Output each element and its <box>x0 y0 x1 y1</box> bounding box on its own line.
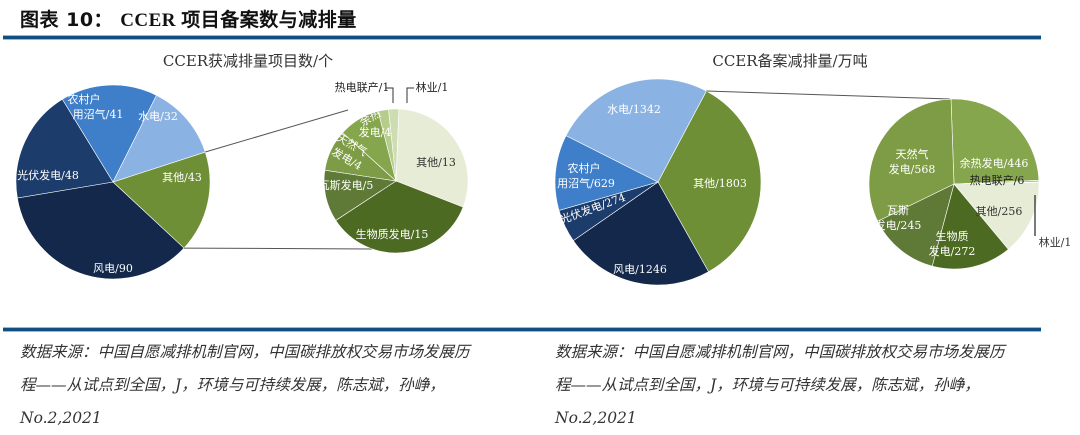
slice-biomass <box>931 183 1009 270</box>
slice-natural-gas <box>868 98 955 222</box>
label-wind: 风电/1246 <box>613 263 667 276</box>
left-chart-title: CCER获减排量项目数/个 <box>163 52 333 70</box>
slice-other-detail <box>953 182 1040 250</box>
slice-chp <box>377 109 397 182</box>
label-detail-waste: 余热发电/446 <box>960 156 1029 170</box>
slice-biogas <box>61 84 157 183</box>
label-detail-methane-2: 发电/245 <box>875 218 922 232</box>
label-biogas-2: 用沼气/41 <box>73 107 124 121</box>
label-other: 其他/1803 <box>693 177 747 190</box>
label-detail-biomass-1: 生物质 <box>936 229 969 243</box>
label-solar: 光伏发电/48 <box>17 168 79 182</box>
label-biogas-1: 农村户 <box>68 92 101 106</box>
leader-forestry <box>406 87 414 103</box>
label-detail-chp: 热电联产/1 <box>335 80 390 94</box>
label-detail-methane: 瓦斯发电/5 <box>319 178 374 192</box>
source-line-3: No.2,2021 <box>555 409 637 427</box>
slice-other <box>657 90 762 273</box>
label-detail-other: 其他/13 <box>416 156 456 169</box>
connector-line-top <box>706 90 951 100</box>
label-detail-gas-1: 天然气 <box>896 147 929 161</box>
label-detail-forestry: 林业/1 <box>1039 235 1072 249</box>
label-detail-gas-2: 发电/568 <box>889 162 936 176</box>
label-detail-methane-1: 瓦斯 <box>887 204 909 217</box>
slice-biomass <box>335 180 464 254</box>
slice-biogas <box>554 135 659 211</box>
slice-wind <box>572 181 709 286</box>
slice-methane <box>877 183 955 267</box>
right-chart-svg: CCER备案减排量/万吨 水电/1342 其他/1803 农村户 用沼气/629… <box>554 52 1072 286</box>
slice-solar <box>15 98 114 199</box>
connector-line-bottom <box>184 247 373 250</box>
slice-wind <box>16 181 185 280</box>
slice-other <box>112 151 211 249</box>
label-detail-biomass: 生物质发电/15 <box>356 227 429 241</box>
slice-hydro <box>565 78 707 183</box>
figure-title: 图表 10： CCER 项目备案数与减排量 <box>20 5 357 32</box>
source-line-2: 程——从试点到全国，J，环境与可持续发展，陈志斌，孙峥， <box>555 376 980 394</box>
source-line-1: 数据来源：中国自愿减排机制官网，中国碳排放权交易市场发展历 <box>20 343 470 361</box>
right-detail-pie <box>868 98 1040 270</box>
left-detail-pie <box>323 108 469 254</box>
source-note-left: 数据来源：中国自愿减排机制官网，中国碳排放权交易市场发展历 程——从试点到全国，… <box>20 336 540 435</box>
figure-label: 图表 10： <box>20 9 114 31</box>
label-hydro: 水电/1342 <box>607 103 661 116</box>
top-rule <box>3 35 1041 40</box>
left-chart: CCER获减排量项目数/个 农村户 用沼气/41 水电/32 其他/43 光伏发… <box>0 40 540 320</box>
label-biogas-1: 农村户 <box>568 161 601 175</box>
leader-chp <box>386 87 394 103</box>
label-hydro: 水电/32 <box>138 110 178 123</box>
label-detail-waste-2: 发电/4 <box>359 125 392 139</box>
label-other: 其他/43 <box>162 171 202 184</box>
slice-other-detail <box>395 108 469 208</box>
label-detail-forestry: 林业/1 <box>416 80 449 94</box>
source-line-1: 数据来源：中国自愿减排机制官网，中国碳排放权交易市场发展历 <box>555 343 1005 361</box>
source-note-right: 数据来源：中国自愿减排机制官网，中国碳排放权交易市场发展历 程——从试点到全国，… <box>555 336 1075 435</box>
left-main-pie <box>15 84 211 280</box>
right-main-pie <box>554 78 762 286</box>
label-detail-chp: 热电联产/6 <box>970 173 1025 187</box>
source-line-3: No.2,2021 <box>20 409 102 427</box>
slice-waste-heat <box>950 98 1040 185</box>
label-detail-other: 其他/256 <box>976 205 1023 218</box>
right-chart-title: CCER备案减排量/万吨 <box>712 52 867 70</box>
figure-title-text: CCER 项目备案数与减排量 <box>120 10 357 31</box>
bottom-rule <box>3 327 1041 332</box>
connector-line-top <box>205 109 349 153</box>
label-detail-biomass-2: 发电/272 <box>929 244 976 258</box>
right-chart: CCER备案减排量/万吨 水电/1342 其他/1803 农村户 用沼气/629… <box>540 40 1080 320</box>
slice-hydro <box>112 94 206 183</box>
left-chart-svg: CCER获减排量项目数/个 农村户 用沼气/41 水电/32 其他/43 光伏发… <box>15 52 469 280</box>
source-line-2: 程——从试点到全国，J，环境与可持续发展，陈志斌，孙峥， <box>20 376 445 394</box>
label-biogas-2: 用沼气/629 <box>557 176 615 190</box>
label-wind: 风电/90 <box>93 262 133 275</box>
